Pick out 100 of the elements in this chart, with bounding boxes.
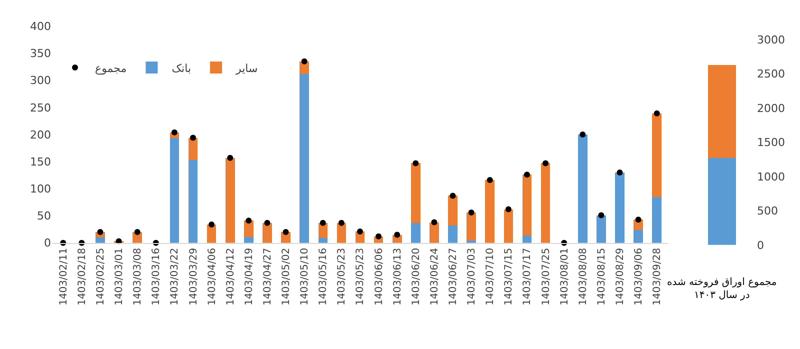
x-tick-label: 1403/07/15 bbox=[504, 248, 515, 306]
point bbox=[208, 221, 215, 228]
bar bbox=[466, 212, 476, 241]
point bbox=[246, 218, 252, 224]
bar bbox=[411, 222, 420, 243]
x-tick-label: 1403/06/24 bbox=[429, 248, 440, 306]
x-tick-label: 1403/05/10 bbox=[300, 248, 311, 306]
point bbox=[524, 172, 530, 178]
bar bbox=[578, 134, 588, 243]
y-tick-label: 300 bbox=[30, 74, 51, 88]
point bbox=[394, 232, 400, 238]
x-tick-label: 1403/07/10 bbox=[485, 248, 496, 306]
point bbox=[505, 206, 512, 212]
point bbox=[97, 229, 104, 236]
point bbox=[450, 192, 456, 199]
x-tick-label: 1403/06/20 bbox=[410, 248, 422, 306]
x-tick-label: 1403/02/18 bbox=[76, 248, 88, 306]
bar bbox=[522, 174, 532, 236]
point bbox=[542, 160, 549, 166]
point bbox=[227, 154, 234, 161]
x-tick-label: 1403/02/25 bbox=[95, 248, 106, 306]
bar bbox=[652, 113, 662, 197]
point bbox=[468, 210, 474, 216]
x-tick-label: 1403/09/28 bbox=[652, 248, 664, 306]
point bbox=[431, 219, 438, 226]
bar bbox=[96, 237, 105, 243]
x-tick-label: 1403/08/08 bbox=[578, 248, 589, 306]
x-tick-label: 1403/03/29 bbox=[188, 248, 200, 306]
y-tick-label: 500 bbox=[757, 204, 778, 218]
bar bbox=[430, 222, 439, 243]
bar bbox=[615, 172, 624, 243]
bar bbox=[485, 180, 495, 243]
x-tick-label: 1403/09/06 bbox=[634, 248, 645, 306]
x-tick-label: 1403/02/11 bbox=[58, 248, 70, 306]
y-tick-label: 1000 bbox=[757, 170, 785, 184]
bar bbox=[262, 222, 272, 243]
bar bbox=[188, 160, 198, 243]
bar bbox=[225, 158, 235, 243]
x-tick-label: 1403/06/06 bbox=[374, 248, 385, 306]
x-tick-label: 1403/04/27 bbox=[262, 248, 274, 306]
bar bbox=[300, 74, 309, 243]
x-tick-label: 1403/07/03 bbox=[466, 248, 478, 306]
x-tick-label: 1403/04/12 bbox=[225, 248, 236, 306]
y-tick-label: 100 bbox=[30, 182, 51, 196]
point bbox=[598, 212, 604, 218]
x-tick-label: 1403/05/02 bbox=[281, 248, 292, 306]
text: مجموع اوراق فروخته شده در سال ۱۴۰۳ bbox=[667, 277, 777, 301]
y-tick-label: 2000 bbox=[757, 102, 785, 115]
x-tick-label: 1403/07/25 bbox=[540, 248, 552, 306]
x-tick-label: 1403/05/16 bbox=[318, 248, 330, 306]
x-tick-label: 1403/07/17 bbox=[522, 248, 534, 306]
bar bbox=[448, 196, 458, 226]
y-tick-label: 150 bbox=[30, 155, 51, 168]
x-tick-label: 1403/05/23 bbox=[355, 248, 366, 306]
y-tick-label: 0 bbox=[757, 238, 764, 252]
point bbox=[301, 58, 308, 64]
x-tick-label: 1403/08/15 bbox=[596, 248, 608, 306]
x-tick-label: 1403/08/29 bbox=[615, 248, 626, 306]
point bbox=[635, 216, 642, 223]
y-tick-label: 350 bbox=[30, 47, 51, 60]
bar bbox=[634, 230, 643, 243]
point bbox=[320, 220, 326, 226]
point bbox=[412, 160, 419, 166]
x-tick-label: 1403/03/08 bbox=[132, 248, 144, 306]
point bbox=[616, 169, 623, 176]
point bbox=[190, 134, 196, 141]
bar bbox=[540, 163, 550, 243]
point bbox=[171, 129, 178, 136]
bar bbox=[318, 238, 328, 243]
x-tick-label: 1403/03/22 bbox=[170, 248, 181, 306]
x-tick-label: 1403/08/01 bbox=[559, 248, 570, 306]
y-tick-label: 200 bbox=[30, 128, 51, 142]
y-tick-label: 250 bbox=[30, 101, 51, 114]
x-tick-label: 1403/04/19 bbox=[244, 248, 255, 306]
bar bbox=[170, 138, 180, 243]
y-tick-label: 3000 bbox=[757, 33, 785, 46]
bar bbox=[652, 196, 662, 243]
bar bbox=[244, 236, 254, 243]
legend-label: بانک bbox=[172, 62, 192, 75]
x-tick-label: 1403/04/06 bbox=[206, 248, 218, 306]
bar bbox=[244, 220, 254, 237]
point bbox=[580, 132, 586, 138]
point bbox=[134, 229, 140, 236]
bar bbox=[504, 209, 514, 243]
y-tick-label: 400 bbox=[30, 20, 51, 34]
y-tick-label: 0 bbox=[44, 236, 51, 250]
legend-label: سایر bbox=[235, 62, 258, 75]
bar bbox=[448, 226, 458, 243]
x-tick-label: 1403/06/27 bbox=[448, 248, 460, 306]
point bbox=[654, 110, 660, 116]
point bbox=[486, 177, 493, 184]
y-tick-label: 1500 bbox=[757, 136, 785, 150]
legend-label: مجموع bbox=[95, 62, 127, 75]
point bbox=[376, 233, 382, 240]
point bbox=[264, 220, 270, 226]
y-tick-label: 50 bbox=[37, 210, 51, 223]
x-tick-label: 1403/03/16 bbox=[151, 248, 162, 306]
x-tick-label: 1403/03/01 bbox=[114, 248, 126, 306]
point bbox=[282, 229, 289, 236]
bar bbox=[411, 163, 420, 223]
